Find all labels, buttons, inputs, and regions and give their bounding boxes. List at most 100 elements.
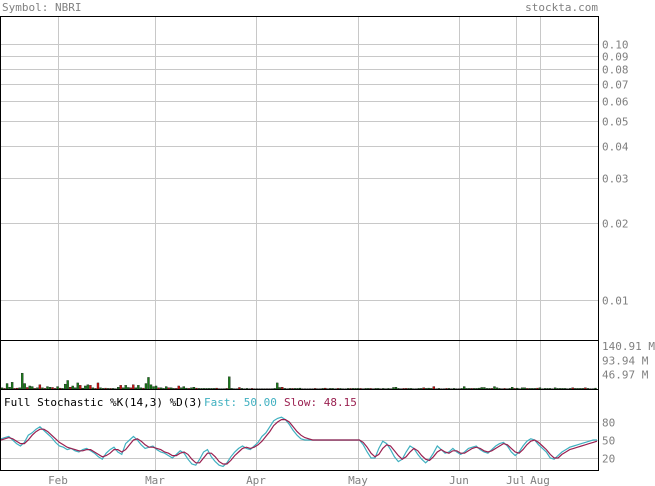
volume-bar <box>488 388 491 390</box>
volume-bar <box>485 388 489 390</box>
volume-bar <box>533 388 537 390</box>
x-tick-label: Jun <box>449 474 469 486</box>
volume-bar <box>192 387 196 390</box>
volume-bar <box>162 388 165 390</box>
volume-bar <box>359 388 362 390</box>
volume-bar <box>144 383 148 390</box>
volume-bar <box>26 387 29 390</box>
volume-bar <box>427 387 430 390</box>
volume-bar <box>513 388 516 390</box>
volume-bar <box>41 387 44 390</box>
volume-bar <box>142 387 145 390</box>
volume-bar <box>152 386 155 390</box>
volume-bar <box>293 388 297 390</box>
volume-bar <box>101 388 105 390</box>
x-axis: Feb Mar Apr May Jun Jul Aug <box>48 474 550 486</box>
volume-bar <box>94 388 97 390</box>
volume-bar <box>167 387 170 390</box>
volume-bar <box>447 388 451 390</box>
price-tick-label: 0.09 <box>602 51 629 64</box>
volume-bar <box>46 386 49 390</box>
volume-bar <box>402 388 405 390</box>
volume-bar <box>425 388 428 390</box>
volume-bar <box>324 387 327 390</box>
volume-bar <box>96 382 100 390</box>
volume-bar <box>523 387 526 390</box>
volume-bar <box>117 387 120 390</box>
volume-bar <box>422 387 425 390</box>
volume-bar <box>510 387 514 390</box>
volume-bar <box>394 387 398 390</box>
volume-bar <box>546 388 549 390</box>
volume-bar <box>382 388 385 390</box>
volume-bar <box>283 388 287 390</box>
volume-bar <box>139 387 143 390</box>
volume-bar <box>13 388 16 390</box>
volume-bar <box>558 388 562 390</box>
volume-bar <box>69 387 72 390</box>
price-tick-label: 0.08 <box>602 64 629 77</box>
volume-bar <box>313 388 317 390</box>
volume-bar <box>66 380 69 390</box>
volume-bar <box>543 388 547 390</box>
volume-bar <box>490 388 494 390</box>
volume-bar <box>74 387 77 390</box>
volume-bar <box>172 388 175 390</box>
stochastic-panel: Full Stochastic %K(14,3) %D(3) Fast: 50.… <box>0 389 615 471</box>
volume-bar <box>569 388 572 390</box>
volume-bar <box>377 388 380 390</box>
volume-bar <box>245 388 249 390</box>
stochastic-lines <box>0 416 598 468</box>
price-tick-label: 0.03 <box>602 173 629 186</box>
volume-bar <box>18 387 21 390</box>
volume-bar <box>473 388 476 390</box>
volume-bar <box>354 388 357 390</box>
volume-bar <box>36 387 39 390</box>
volume-bar <box>288 388 292 390</box>
volume-bar <box>571 387 574 390</box>
volume-bar <box>200 388 203 390</box>
volume-bar <box>437 388 441 390</box>
volume-bar <box>71 385 74 390</box>
volume-bar <box>43 388 47 390</box>
x-tick-label: Jul <box>506 474 526 486</box>
volume-bar <box>432 386 436 390</box>
volume-bar <box>157 387 160 390</box>
volume-bar <box>521 387 524 390</box>
volume-bar <box>528 388 531 390</box>
volume-bar <box>33 388 37 390</box>
volume-bar <box>21 372 24 390</box>
volume-bar <box>177 385 180 390</box>
volume-bar <box>498 388 501 390</box>
volume-bar <box>346 388 350 390</box>
price-panel: 0.100.090.08 0.07 0.06 0.05 0.04 0.03 0.02 0.01 <box>0 16 629 341</box>
volume-bar <box>84 385 87 390</box>
x-tick-label: Feb <box>48 474 68 486</box>
volume-bar <box>28 385 31 390</box>
volume-bar <box>164 386 168 390</box>
volume-bar <box>38 384 42 390</box>
volume-bar <box>51 387 54 390</box>
volume-bar <box>48 387 52 390</box>
volume-bar <box>180 387 183 390</box>
volume-bar <box>561 388 564 390</box>
volume-bar <box>202 388 206 390</box>
volume-bar <box>548 388 552 390</box>
volume-bar <box>159 387 163 390</box>
stochastic-axis: 80 50 20 <box>602 417 615 466</box>
site-label[interactable]: stockta.com <box>525 1 598 14</box>
volume-bar <box>104 387 107 390</box>
volume-bar <box>109 388 112 390</box>
volume-bar <box>190 387 193 390</box>
symbol-label: Symbol: NBRI <box>2 1 81 14</box>
volume-bar <box>594 387 597 390</box>
volume-bar <box>185 387 188 390</box>
volume-bar <box>321 388 324 390</box>
volume-bar <box>564 388 567 390</box>
volume-bar <box>420 388 423 390</box>
slow-label: Slow: 48.15 <box>284 396 357 409</box>
volume-bar <box>291 388 294 390</box>
volume-bar <box>369 388 372 390</box>
volume-bar <box>122 387 125 390</box>
